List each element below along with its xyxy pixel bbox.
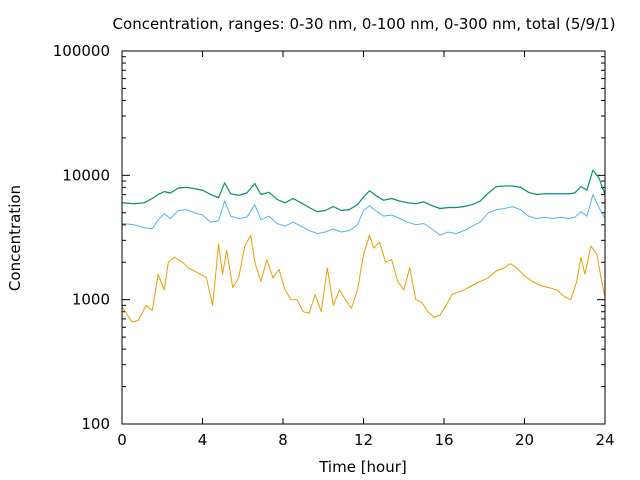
y-tick-label: 1000 (72, 291, 110, 309)
plot-frame (121, 50, 606, 425)
axis-ticks: 0 4 8 12 16 20 24 100 1000 10000 100000 (53, 42, 615, 449)
x-tick-label: 24 (595, 431, 614, 449)
series-line-2 (121, 194, 606, 236)
x-tick-label: 16 (434, 431, 453, 449)
series-group (121, 169, 606, 323)
x-tick-label: 20 (515, 431, 534, 449)
x-tick-label: 8 (278, 431, 288, 449)
y-tick-label: 100000 (53, 42, 110, 60)
series-line-4 (121, 169, 606, 212)
series-line-3 (121, 169, 606, 213)
y-axis-label: Concentration (6, 185, 24, 291)
y-tick-label: 10000 (62, 166, 110, 184)
y-tick-label: 100 (81, 415, 110, 433)
x-tick-label: 12 (354, 431, 373, 449)
x-tick-label: 4 (198, 431, 208, 449)
x-tick-label: 0 (117, 431, 127, 449)
series-line-1 (121, 234, 606, 323)
x-axis-label: Time [hour] (318, 458, 407, 476)
chart-title: Concentration, ranges: 0-30 nm, 0-100 nm… (113, 15, 616, 33)
